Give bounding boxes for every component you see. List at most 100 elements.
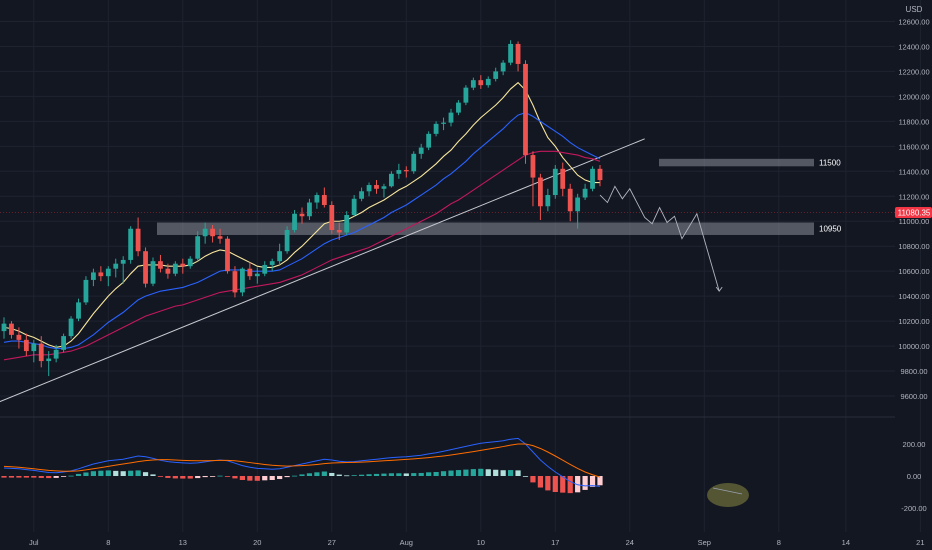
- macd-histogram-bar: [98, 470, 104, 476]
- macd-histogram-bar: [500, 470, 506, 476]
- macd-histogram-bar: [187, 476, 193, 479]
- macd-histogram-bar: [284, 476, 290, 478]
- candle-body: [582, 188, 588, 198]
- candle-body: [597, 168, 603, 181]
- candle-body: [359, 191, 364, 199]
- macd-histogram-bar: [589, 476, 596, 487]
- macd-histogram-bar: [582, 476, 588, 490]
- price-axis[interactable]: USD 9600.00 9800.00 10000.00 10200.00 10400.…: [898, 5, 929, 513]
- macd-histogram-bar: [433, 472, 439, 476]
- macd-histogram-bar: [135, 470, 141, 476]
- candles: [1, 40, 603, 377]
- divergence-arrow: [712, 487, 743, 495]
- resistance-zone-label: 11500: [819, 159, 841, 168]
- price-tick-label: 12400.00: [898, 42, 929, 51]
- candle-body: [202, 228, 208, 237]
- candle-body: [31, 343, 37, 352]
- time-tick-label: 20: [253, 538, 261, 547]
- candle-body: [493, 71, 499, 79]
- time-tick-label: 13: [179, 538, 187, 547]
- candle-body: [38, 343, 44, 362]
- candle-body: [575, 197, 581, 212]
- candle-body: [91, 272, 96, 280]
- candle-body: [478, 80, 484, 86]
- price-tick-label: 11600.00: [899, 142, 930, 151]
- ema_mid-line: [3, 112, 601, 350]
- candle-body: [374, 185, 379, 189]
- candle-body: [396, 170, 402, 174]
- macd-line: [3, 437, 601, 487]
- macd-histogram-bar: [120, 471, 126, 476]
- candle-body: [538, 177, 543, 207]
- candle-body: [560, 168, 566, 189]
- macd-histogram-bar: [291, 475, 298, 477]
- macd-histogram-bar: [478, 468, 484, 476]
- candle-body: [113, 263, 119, 269]
- candle-body: [515, 43, 521, 64]
- macd-histogram-bar: [23, 476, 29, 478]
- macd-pane: [1, 437, 749, 507]
- macd-histogram-bar: [396, 473, 402, 476]
- candle-body: [76, 302, 81, 319]
- macd-histogram-bar: [16, 476, 22, 478]
- price-tick-label: 9800.00: [900, 367, 927, 376]
- candle-body: [254, 273, 260, 277]
- price-tick-label: 11000.00: [899, 217, 930, 226]
- candle-body: [262, 264, 268, 274]
- candle-body: [530, 155, 536, 178]
- macd-histogram-bar: [508, 470, 514, 476]
- candle-body: [172, 263, 178, 274]
- macd-histogram-bar: [545, 476, 551, 491]
- candle-body: [299, 213, 305, 217]
- time-tick-label: 8: [106, 538, 110, 547]
- macd-histogram-bar: [329, 472, 335, 476]
- macd-histogram-bar: [53, 476, 59, 478]
- macd-histogram-bar: [411, 473, 417, 476]
- macd-histogram-bar: [597, 476, 603, 486]
- candle-body: [105, 268, 111, 277]
- candle-body: [232, 271, 238, 293]
- macd-histogram-bar: [128, 470, 134, 476]
- candle-body: [83, 279, 89, 303]
- trendline-layer[interactable]: [0, 138, 645, 406]
- candle-body: [523, 63, 528, 156]
- macd-histogram-bar: [418, 472, 424, 476]
- candle-body: [351, 198, 357, 215]
- price-tick-label: 10400.00: [898, 292, 929, 301]
- macd-tick-label: -200.00: [901, 504, 926, 513]
- macd-histogram-bar: [180, 476, 186, 479]
- candle-body: [411, 153, 417, 172]
- candle-body: [240, 268, 245, 293]
- ema_slow-line: [3, 150, 601, 361]
- macd-histogram-bar: [470, 469, 476, 476]
- macd-histogram-bar: [403, 473, 409, 476]
- macd-histogram-bar: [113, 470, 119, 476]
- macd-histogram-bar: [359, 474, 365, 476]
- candle-body: [9, 323, 14, 335]
- macd-histogram-bar: [299, 474, 305, 476]
- last-price-tag: 11080.35: [895, 207, 932, 218]
- time-tick-label: 24: [626, 538, 634, 547]
- macd-histogram-bar: [440, 471, 447, 476]
- candle-body: [120, 259, 126, 264]
- candle-body: [277, 251, 283, 262]
- macd-histogram-bar: [202, 476, 208, 478]
- macd-histogram-bar: [373, 473, 380, 476]
- time-tick-label: 27: [328, 538, 336, 547]
- macd-histogram-bar: [75, 473, 82, 476]
- macd-histogram-bar: [224, 476, 231, 477]
- candle-body: [426, 133, 432, 148]
- candle-body: [508, 43, 513, 63]
- price-tick-label: 11400.00: [899, 167, 930, 176]
- macd-histogram-bar: [217, 475, 223, 477]
- candle-body: [98, 272, 104, 277]
- candle-body: [545, 195, 551, 207]
- price-tick-label: 10200.00: [898, 317, 929, 326]
- macd-histogram-bar: [254, 476, 260, 481]
- support-zone-label: 10950: [819, 225, 842, 234]
- price-tick-label: 12000.00: [898, 92, 929, 101]
- resistance-zone: [659, 158, 814, 167]
- candle-body: [321, 195, 327, 206]
- time-axis[interactable]: Jul8132027Aug101724Sep8142125Oct7: [29, 538, 932, 547]
